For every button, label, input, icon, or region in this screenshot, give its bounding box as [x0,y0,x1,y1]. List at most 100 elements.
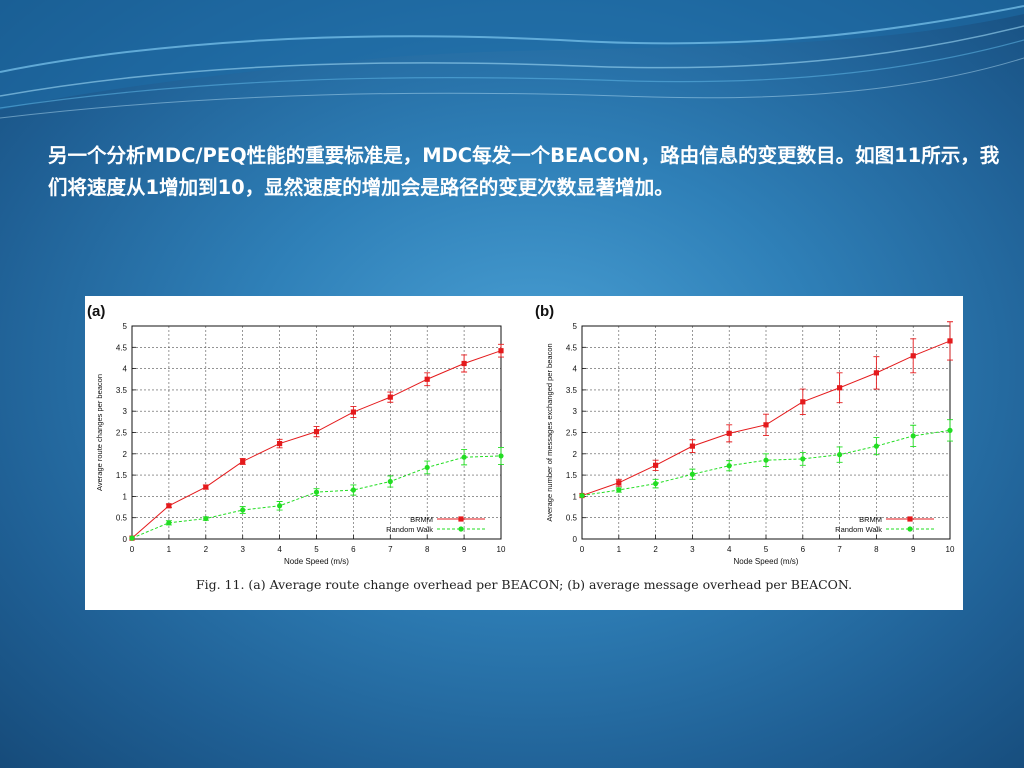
data-point-brmm [387,394,393,400]
data-point-brmm [166,503,172,509]
legend-marker [458,526,464,532]
data-point-brmm [240,458,246,465]
series-line-random-walk [131,455,502,539]
x-axis-label: Node Speed (m/s) [734,557,799,566]
y-tick-label: 1 [123,492,128,501]
x-tick-label: 4 [727,545,732,554]
data-point-brmm [313,429,320,435]
legend-label: BRMM [859,515,882,524]
data-point-random-walk [461,454,467,460]
data-point-random-walk [166,520,172,526]
data-point-random-walk [387,478,393,485]
y-tick-label: 4.5 [116,343,128,352]
data-point-brmm [689,443,695,449]
x-tick-label: 5 [314,545,319,554]
legend-marker [907,516,913,522]
data-point-random-walk [498,453,504,459]
data-point-brmm [873,370,879,376]
data-point-random-walk [800,456,806,462]
figure-caption: Fig. 11. (a) Average route change overhe… [195,577,853,592]
x-tick-label: 7 [388,545,393,554]
y-tick-label: 2.5 [116,429,128,438]
data-point-random-walk [616,487,622,493]
plot-frame [131,325,502,540]
x-tick-label: 8 [425,545,430,554]
data-point-brmm [653,462,659,468]
y-tick-label: 5 [123,322,128,331]
x-tick-label: 3 [240,545,245,554]
y-tick-label: 3.5 [566,386,578,395]
panel-label: (b) [535,303,554,320]
legend-label: Random Walk [386,525,433,534]
y-tick-label: 2 [573,450,578,459]
legend-marker [458,516,464,522]
data-point-random-walk [910,433,916,439]
data-point-random-walk [240,507,246,513]
y-tick-label: 3 [573,407,578,416]
header-wave-decoration [0,0,1024,119]
data-point-brmm [203,484,209,490]
x-tick-label: 10 [497,545,506,554]
x-tick-label: 0 [130,545,135,554]
line-charts: (a)0 1 2 3 4 5 6 7 8 9 1000.511.522.533.544.55Node… [87,303,955,566]
data-point-brmm [947,338,953,344]
data-point-brmm [498,348,504,354]
data-point-random-walk [203,515,209,522]
x-tick-label: 4 [277,545,282,554]
x-tick-label: 6 [801,545,806,554]
panel-label: (a) [87,303,105,320]
y-tick-label: 0.5 [116,514,128,523]
x-tick-label: 10 [946,545,955,554]
data-point-brmm [350,409,356,415]
legend-label: Random Walk [835,525,882,534]
data-point-random-walk [763,457,769,463]
y-tick-label: 0 [573,535,578,544]
data-point-brmm [424,376,430,382]
legend-label: BRMM [410,515,433,524]
data-point-random-walk [726,463,732,469]
x-tick-label: 9 [911,545,916,554]
data-point-random-walk [424,464,430,471]
y-axis-label: Average route changes per beacon [95,374,104,491]
data-point-random-walk [277,503,283,509]
data-point-random-walk [313,489,320,495]
y-tick-label: 2.5 [566,429,578,438]
data-point-random-walk [129,535,135,541]
data-point-brmm [910,353,916,359]
x-tick-label: 7 [837,545,842,554]
x-tick-label: 1 [167,545,172,554]
y-tick-label: 0.5 [566,514,578,523]
legend-marker [907,526,913,532]
slide-paragraph: 另一个分析MDC/PEQ性能的重要标准是，MDC每发一个BEACON，路由信息的… [48,144,1000,199]
x-tick-label: 0 [580,545,585,554]
x-tick-label: 9 [462,545,467,554]
x-tick-label: 2 [204,545,209,554]
y-tick-label: 1.5 [116,471,128,480]
x-tick-label: 5 [764,545,769,554]
y-tick-label: 4 [573,365,578,374]
data-point-brmm [461,360,467,367]
x-axis-label: Node Speed (m/s) [284,557,349,566]
figure-panel: (a) 0 1 2 3 4 5 6 7 8 9 10 0 0.5 1 1.5 2 2.5 3 3.5 4 4.5 5 Node… [85,296,963,610]
y-tick-label: 5 [573,322,578,331]
data-point-random-walk [350,487,356,493]
data-point-brmm [726,430,732,436]
x-tick-label: 3 [690,545,695,554]
y-tick-label: 1 [573,492,578,501]
x-tick-label: 1 [617,545,622,554]
data-point-brmm [837,385,843,391]
y-tick-label: 3 [123,407,128,416]
data-point-random-walk [837,452,843,458]
x-tick-label: 8 [874,545,879,554]
data-point-random-walk [653,481,659,487]
data-point-random-walk [689,471,696,477]
data-point-brmm [277,440,283,447]
y-tick-label: 4 [123,365,128,374]
data-point-random-walk [947,427,953,433]
data-point-random-walk [579,492,585,499]
data-point-brmm [616,480,622,486]
x-tick-label: 6 [351,545,356,554]
y-tick-label: 4.5 [566,343,578,352]
y-tick-label: 2 [123,450,128,459]
data-point-brmm [763,422,769,428]
